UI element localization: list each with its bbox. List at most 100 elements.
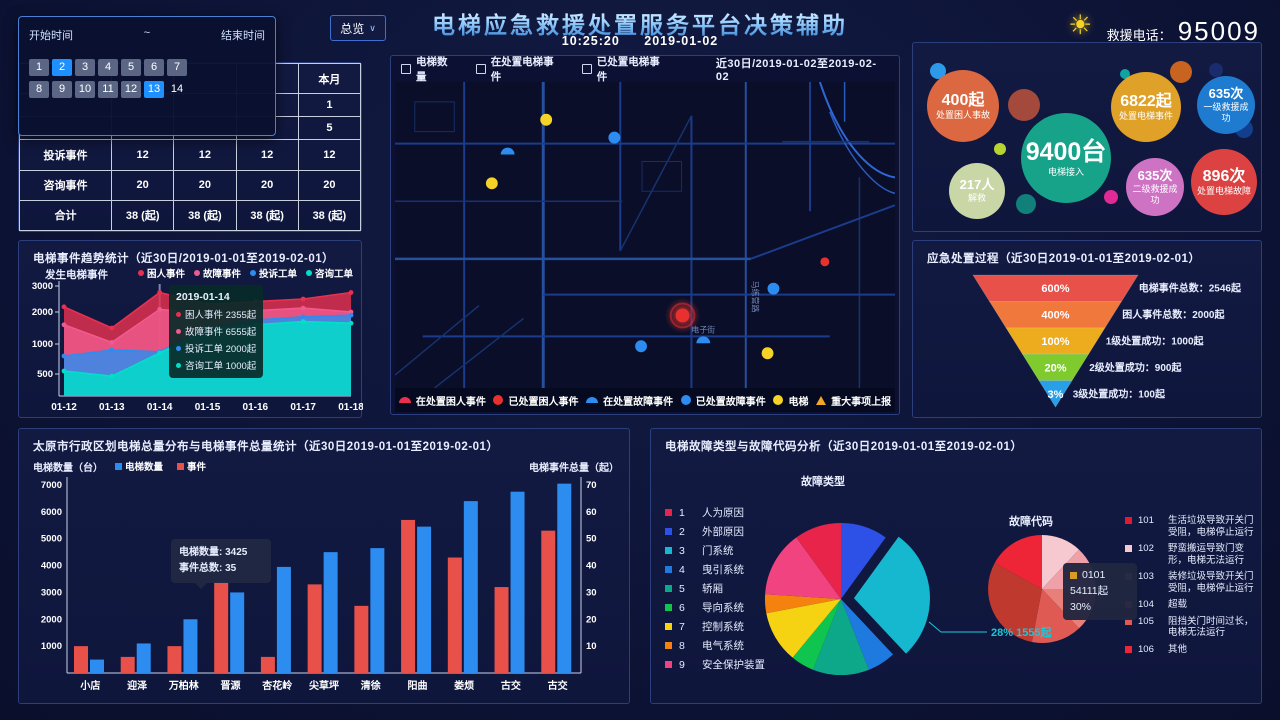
funnel-chart[interactable]: 600% 电梯事件总数：2546起 400% 困人事件总数：2000起 100% 1级处置… xyxy=(913,261,1263,417)
legend-square-icon xyxy=(1125,645,1132,653)
calendar-day[interactable]: 6 xyxy=(144,59,164,76)
fault-type-legend-item[interactable]: 8 电气系统 xyxy=(665,636,765,655)
date-range-picker[interactable]: 开始时间 ~ 结束时间 1 2 3 4 5 6 7 8 9 10 11 12 13 14 xyxy=(18,16,276,136)
kpi-label: 解救 xyxy=(967,193,986,204)
map-legend: 在处置困人事件 已处置困人事件 在处置故障事件 已处置故障事件 电梯 重大事项上报 xyxy=(395,388,895,412)
trend-area-chart[interactable]: 500 1000 2000 3000 01-12 01-13 01-14 01-15 01-16… xyxy=(19,281,363,415)
fault-type-legend-item[interactable]: 9 安全保护装置 xyxy=(665,655,765,674)
fault-type-legend-item[interactable]: 2 外部原因 xyxy=(665,522,765,541)
calendar-day[interactable]: 7 xyxy=(167,59,187,76)
tooltip-marker xyxy=(1070,572,1077,580)
fault-type-legend: 1 人为原因 2 外部原因 3 门系统 4 曳引系统 5 轿厢 6 导向系统 7 控制系统 8 电气系统 9 安全… xyxy=(665,503,765,674)
calendar-day[interactable]: 1 xyxy=(29,59,49,76)
fault-type-legend-item[interactable]: 7 控制系统 xyxy=(665,617,765,636)
legend-dot-icon xyxy=(137,270,144,276)
svg-text:50: 50 xyxy=(586,534,597,545)
kpi-label: 处置电梯故障 xyxy=(1196,186,1251,197)
checkbox-icon xyxy=(475,64,486,74)
calendar-day[interactable]: 2 xyxy=(52,59,72,76)
end-time-label: 结束时间 xyxy=(221,30,265,42)
table-cell: 12 xyxy=(235,139,299,171)
map-filter-checkbox[interactable]: 在处置电梯事件 xyxy=(475,54,564,84)
funnel-panel: 应急处置过程（近30日2019-01-01至2019-02-01） 600% 电梯… xyxy=(912,240,1262,418)
fault-code-legend-item[interactable]: 104 超载 xyxy=(1125,599,1259,611)
legend-item[interactable]: 事件 xyxy=(177,459,206,473)
svg-text:2000: 2000 xyxy=(32,307,53,318)
fault-type-legend-item[interactable]: 3 门系统 xyxy=(665,541,765,560)
kpi-bubble: 400起 处置困人事故 xyxy=(927,70,999,142)
checkbox-icon xyxy=(581,64,592,74)
svg-text:万柏林: 万柏林 xyxy=(168,679,200,692)
calendar-day[interactable]: 13 xyxy=(144,81,164,98)
decor-bubble xyxy=(1104,190,1118,204)
svg-text:500: 500 xyxy=(37,369,53,380)
legend-item[interactable]: 故障事件 xyxy=(193,266,241,280)
svg-text:迎泽: 迎泽 xyxy=(127,679,147,692)
code-tooltip-count: 54111起 xyxy=(1070,584,1109,597)
trend-title: 电梯事件趋势统计（近30日/2019-01-01至2019-02-01） xyxy=(33,253,335,265)
kpi-bubble: 217人 解救 xyxy=(949,163,1005,219)
fault-code-legend-item[interactable]: 106 其他 xyxy=(1125,644,1259,656)
funnel-stage-label: 2级处置成功：900起 xyxy=(1089,361,1182,374)
legend-square-icon xyxy=(1125,517,1132,524)
calendar-day[interactable]: 4 xyxy=(98,59,118,76)
fault-type-legend-item[interactable]: 4 曳引系统 xyxy=(665,560,765,579)
funnel-pct-label: 20% xyxy=(1044,362,1066,374)
legend-square-icon xyxy=(1125,545,1132,552)
map-legend-item: 已处置困人事件 xyxy=(493,393,578,408)
legend-square-icon xyxy=(665,509,672,516)
fault-code-legend-item[interactable]: 101 生活垃圾导致开关门受阻，电梯停止运行 xyxy=(1125,515,1259,538)
calendar-day[interactable]: 14 xyxy=(170,83,184,95)
clock-date: 2019-01-02 xyxy=(644,34,719,48)
fault-type-legend-item[interactable]: 1 人为原因 xyxy=(665,503,765,522)
city-map[interactable]: 电子街 马练营路 xyxy=(394,81,896,389)
street-label: 电子街 xyxy=(691,324,715,334)
fault-code-legend-item[interactable]: 103 装修垃圾导致开关门受阻，电梯停止运行 xyxy=(1125,571,1259,594)
svg-text:01-17: 01-17 xyxy=(290,402,316,413)
kpi-value: 6822起 xyxy=(1120,92,1172,110)
fault-type-legend-item[interactable]: 6 导向系统 xyxy=(665,598,765,617)
kpi-bubble: 896次 处置电梯故障 xyxy=(1191,149,1257,215)
district-bar-chart[interactable]: 1000 2000 3000 4000 5000 6000 7000 10 20 30 40 50 60… xyxy=(19,477,631,703)
table-cell: 1 xyxy=(297,93,362,118)
fault-type-legend-item[interactable]: 5 轿厢 xyxy=(665,579,765,598)
funnel-pct-label: 3% xyxy=(1048,389,1064,401)
calendar-day[interactable]: 9 xyxy=(52,81,72,98)
table-cell: 20 xyxy=(235,169,299,201)
svg-text:3000: 3000 xyxy=(41,587,62,598)
map-filter-checkbox[interactable]: 已处置电梯事件 xyxy=(581,54,670,84)
fault-code-legend-item[interactable]: 102 野蛮搬运导致门变形，电梯无法运行 xyxy=(1125,543,1259,566)
semicircle-marker-icon xyxy=(586,397,599,403)
svg-text:清徐: 清徐 xyxy=(361,679,381,692)
calendar-day[interactable]: 5 xyxy=(121,59,141,76)
svg-text:01-16: 01-16 xyxy=(243,402,269,413)
legend-item[interactable]: 咨询工单 xyxy=(305,266,353,280)
view-selector[interactable]: 总览 ∨ xyxy=(330,15,386,41)
svg-text:01-14: 01-14 xyxy=(147,402,173,413)
fault-code-legend-item[interactable]: 105 阻挡关门时间过长，电梯无法运行 xyxy=(1125,616,1259,639)
legend-item[interactable]: 电梯数量 xyxy=(115,459,163,473)
pie-slice-轿厢 xyxy=(813,599,869,676)
calendar-day[interactable]: 3 xyxy=(75,59,95,76)
legend-item[interactable]: 困人事件 xyxy=(137,266,185,280)
legend-square-icon xyxy=(665,566,672,573)
trend-panel: 电梯事件趋势统计（近30日/2019-01-01至2019-02-01） 发生电… xyxy=(18,240,363,418)
calendar-day[interactable]: 11 xyxy=(98,81,118,98)
calendar-day[interactable]: 10 xyxy=(75,81,95,98)
clock-time: 10:25:20 xyxy=(561,34,620,48)
kpi-value: 635次 xyxy=(1208,86,1244,101)
table-row: 投诉事件 12 12 12 12 xyxy=(18,139,362,171)
fault-code-legend: 101 生活垃圾导致开关门受阻，电梯停止运行 102 野蛮搬运导致门变形，电梯无法运行… xyxy=(1125,515,1259,660)
calendar-day[interactable]: 8 xyxy=(29,81,49,98)
svg-text:4000: 4000 xyxy=(41,561,62,572)
bars-axis-row: 电梯数量（台） 电梯数量 事件 电梯事件总量（起） xyxy=(19,459,629,475)
pie-slice-人为原因 xyxy=(796,523,841,599)
map-filter-checkbox[interactable]: 电梯数量 xyxy=(401,54,458,84)
trend-legend: 困人事件 故障事件 投诉工单 咨询工单 xyxy=(137,266,353,280)
legend-item[interactable]: 投诉工单 xyxy=(249,266,297,280)
map-date-range: 近30日/2019-01-02至2019-02-02 xyxy=(715,58,877,83)
circle-marker-icon xyxy=(773,395,784,405)
calendar-day[interactable]: 12 xyxy=(121,81,141,98)
svg-text:40: 40 xyxy=(586,561,597,572)
pie-slice-控制系统 xyxy=(766,599,841,658)
